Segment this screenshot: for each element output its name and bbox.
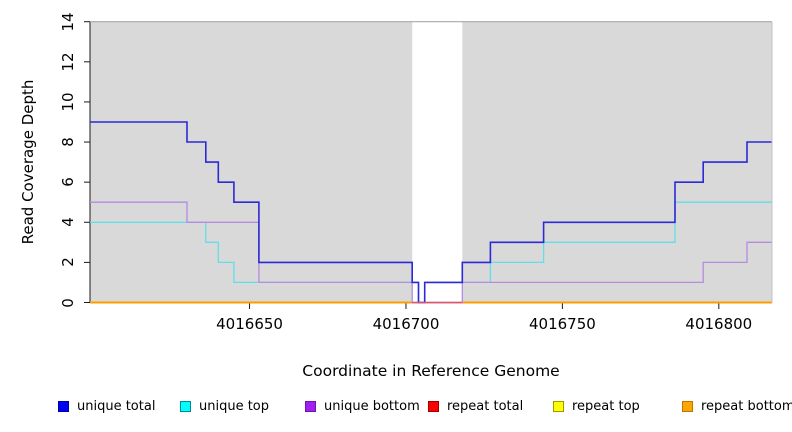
legend-swatch-repeat-top-icon [553,400,564,412]
legend-item-repeat-bottom: repeat bottom [682,397,792,415]
x-tick-label: 4016800 [685,314,753,333]
legend-item-unique-total: unique total [58,397,155,415]
y-tick-label: 10 [59,92,77,112]
y-tick-label: 8 [59,137,77,147]
legend-swatch-repeat-bottom-icon [682,400,693,412]
legend-swatch-unique-bottom-icon [305,400,316,412]
legend-item-unique-bottom: unique bottom [305,397,420,415]
legend-label: repeat top [572,398,640,414]
legend-item-repeat-total: repeat total [428,397,523,415]
legend-item-unique-top: unique top [180,397,269,415]
x-tick-label: 4016700 [372,314,440,333]
legend-label: repeat total [447,398,524,414]
chart-legend: unique total unique top unique bottom repea… [0,397,792,419]
y-tick-label: 4 [59,217,77,228]
y-tick-label: 14 [59,12,77,32]
legend-item-repeat-top: repeat top [553,397,640,415]
y-axis-title: Read Coverage Depth [19,79,37,245]
y-tick-label: 12 [59,52,77,72]
y-tick-label: 2 [59,257,77,268]
legend-label: unique bottom [324,398,420,414]
legend-label: unique total [77,398,156,414]
y-tick-label: 6 [59,177,77,187]
legend-label: repeat bottom [701,398,792,414]
y-tick-label: 0 [59,297,77,308]
legend-swatch-unique-top-icon [180,400,191,412]
legend-label: unique top [199,398,270,414]
x-tick-label: 4016650 [216,314,283,333]
x-axis-title: Coordinate in Reference Genome [302,362,560,380]
x-tick-label: 4016750 [528,314,596,333]
legend-swatch-repeat-total-icon [428,400,439,412]
masked-region [412,21,463,303]
legend-swatch-unique-total-icon [58,400,69,412]
